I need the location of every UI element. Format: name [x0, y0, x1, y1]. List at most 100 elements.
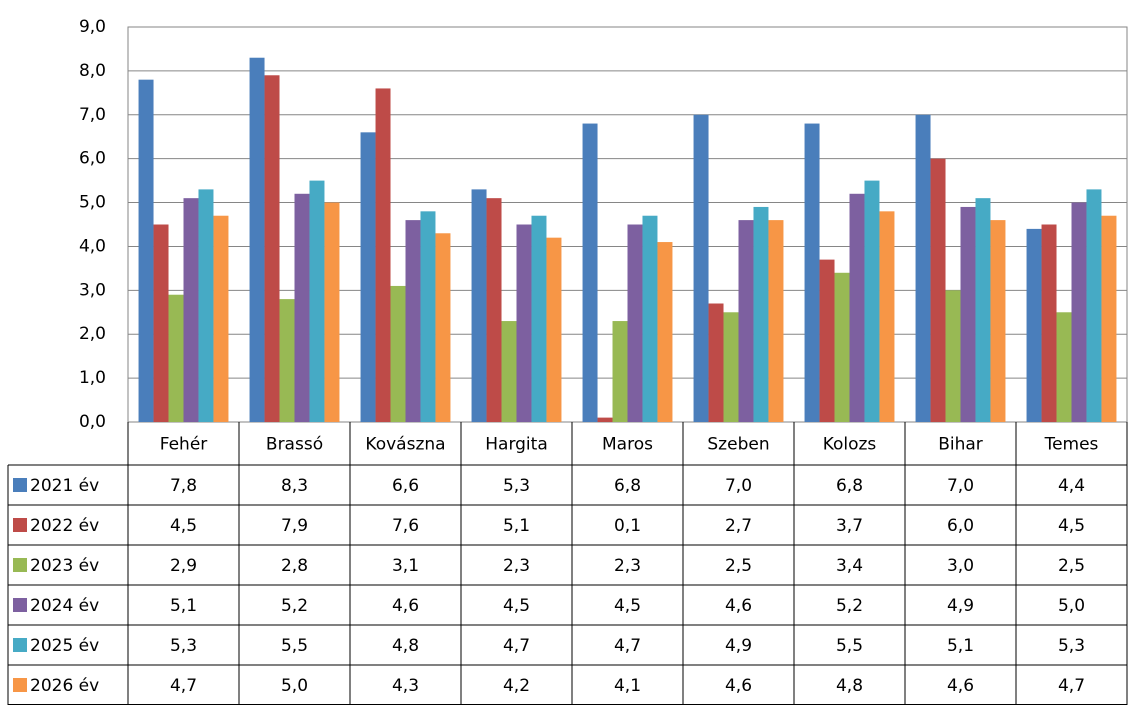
- bar: [753, 206, 769, 422]
- bar: [708, 303, 724, 422]
- table-cell: 5,1: [170, 596, 197, 616]
- bar: [879, 211, 895, 422]
- table-cell: 5,0: [281, 676, 308, 696]
- legend-key: [13, 478, 27, 492]
- bar: [213, 215, 229, 422]
- table-cell: 2,5: [725, 556, 752, 576]
- x-tick-label: Maros: [602, 435, 653, 455]
- bar: [990, 220, 1006, 422]
- bar: [612, 321, 628, 422]
- table-cell: 7,0: [947, 476, 974, 496]
- table-cell: 4,2: [503, 676, 530, 696]
- x-tick-label: Szeben: [707, 435, 769, 455]
- y-tick-label: 3,0: [79, 280, 106, 300]
- bar: [945, 290, 961, 422]
- bar: [1026, 228, 1042, 422]
- table-cell: 4,8: [392, 636, 419, 656]
- bar: [324, 202, 340, 422]
- table-cell: 4,6: [947, 676, 974, 696]
- bar: [183, 198, 199, 422]
- table-cell: 2,3: [503, 556, 530, 576]
- y-tick-label: 0,0: [79, 412, 106, 432]
- table-cell: 4,7: [170, 676, 197, 696]
- bar: [531, 215, 547, 422]
- bar: [1101, 215, 1117, 422]
- x-tick-label: Fehér: [160, 435, 208, 455]
- legend-label: 2025 év: [30, 636, 99, 656]
- y-tick-label: 4,0: [79, 236, 106, 256]
- bar: [546, 237, 562, 422]
- table-cell: 7,0: [725, 476, 752, 496]
- legend-key: [13, 558, 27, 572]
- table-cell: 5,3: [170, 636, 197, 656]
- x-tick-label: Hargita: [485, 435, 548, 455]
- bar: [375, 88, 391, 422]
- table-cell: 3,0: [947, 556, 974, 576]
- legend-key: [13, 518, 27, 532]
- y-tick-label: 9,0: [79, 17, 106, 37]
- table-cell: 4,3: [392, 676, 419, 696]
- bar: [198, 189, 214, 422]
- table-cell: 4,5: [503, 596, 530, 616]
- bar: [390, 285, 406, 422]
- bar: [1056, 312, 1072, 422]
- bar: [501, 321, 517, 422]
- bar: [279, 299, 295, 422]
- table-cell: 4,6: [725, 676, 752, 696]
- table-cell: 6,0: [947, 516, 974, 536]
- table-cell: 3,7: [836, 516, 863, 536]
- table-cell: 5,0: [1058, 596, 1085, 616]
- table-cell: 4,1: [614, 676, 641, 696]
- bar: [360, 132, 376, 423]
- table-cell: 5,3: [1058, 636, 1085, 656]
- table-cell: 5,5: [281, 636, 308, 656]
- table-cell: 7,9: [281, 516, 308, 536]
- legend-label: 2021 év: [30, 476, 99, 496]
- bar: [582, 123, 598, 423]
- table-cell: 4,5: [170, 516, 197, 536]
- table-cell: 4,7: [614, 636, 641, 656]
- bar: [849, 193, 865, 422]
- bar: [486, 198, 502, 422]
- bar: [642, 215, 658, 422]
- bar: [804, 123, 820, 423]
- y-tick-label: 8,0: [79, 61, 106, 81]
- legend-label: 2024 év: [30, 596, 99, 616]
- table-cell: 4,6: [392, 596, 419, 616]
- table-cell: 3,1: [392, 556, 419, 576]
- y-tick-label: 5,0: [79, 193, 106, 213]
- table-cell: 2,5: [1058, 556, 1085, 576]
- table-cell: 5,2: [836, 596, 863, 616]
- bar: [975, 198, 991, 422]
- table-cell: 7,6: [392, 516, 419, 536]
- table-cell: 4,9: [725, 636, 752, 656]
- table-cell: 6,8: [614, 476, 641, 496]
- bar: [168, 294, 184, 422]
- table-cell: 2,8: [281, 556, 308, 576]
- bar: [915, 114, 931, 423]
- table-cell: 0,1: [614, 516, 641, 536]
- x-tick-label: Brassó: [266, 435, 323, 455]
- y-tick-label: 1,0: [79, 368, 106, 388]
- bar: [294, 193, 310, 422]
- bar: [768, 220, 784, 422]
- x-tick-label: Kovászna: [365, 435, 445, 455]
- bar: [471, 189, 487, 422]
- table-cell: 3,4: [836, 556, 863, 576]
- table-cell: 2,7: [725, 516, 752, 536]
- table-cell: 4,5: [614, 596, 641, 616]
- x-tick-label: Kolozs: [823, 435, 877, 455]
- table-cell: 5,2: [281, 596, 308, 616]
- bar: [597, 417, 613, 422]
- legend-label: 2026 év: [30, 676, 99, 696]
- legend-label: 2022 év: [30, 516, 99, 536]
- bar: [693, 114, 709, 423]
- table-cell: 4,8: [836, 676, 863, 696]
- bar: [309, 180, 325, 422]
- table-cell: 2,3: [614, 556, 641, 576]
- legend-key: [13, 598, 27, 612]
- bar: [930, 158, 946, 422]
- y-tick-label: 6,0: [79, 149, 106, 169]
- legend-key: [13, 678, 27, 692]
